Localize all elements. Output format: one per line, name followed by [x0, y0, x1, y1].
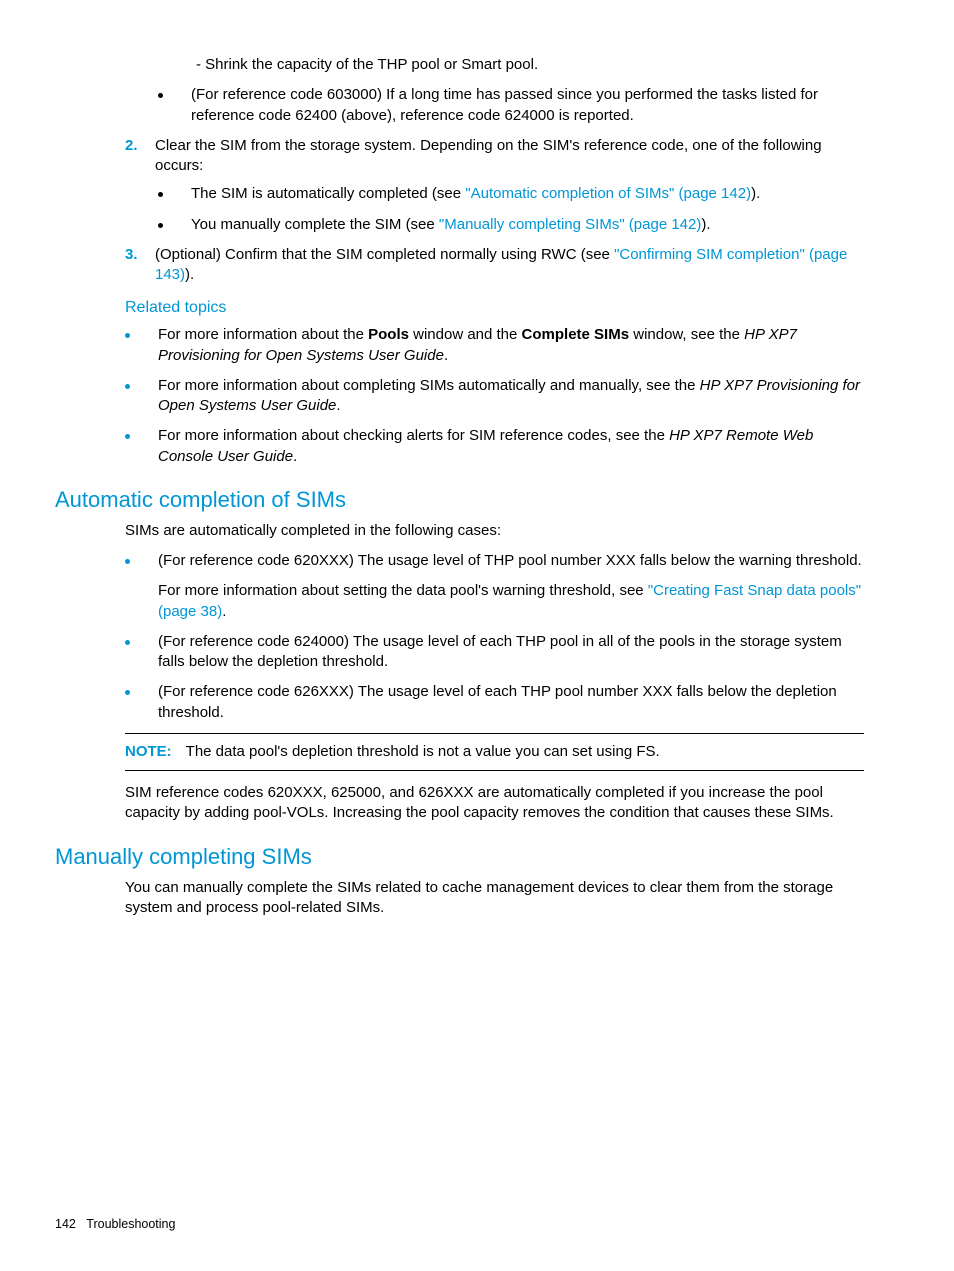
related-topics-heading: Related topics: [125, 299, 864, 317]
note-block: NOTE: The data pool's depletion threshold…: [125, 733, 864, 771]
text: (For reference code 620XXX) The usage le…: [158, 551, 864, 571]
auto-after-note: SIM reference codes 620XXX, 625000, and …: [125, 783, 864, 824]
related-item-3: For more information about checking aler…: [125, 426, 864, 467]
text: For more information about checking aler…: [158, 427, 669, 444]
bold-pools: Pools: [368, 326, 409, 343]
bold-complete-sims: Complete SIMs: [522, 326, 630, 343]
bullet-icon: [125, 333, 130, 338]
text: window and the: [409, 326, 522, 343]
page-number: 142: [55, 1217, 76, 1231]
text: For more information about completing SI…: [158, 377, 700, 394]
heading-manual-completion: Manually completing SIMs: [55, 844, 864, 870]
bullet-icon: [125, 559, 130, 564]
step-number: 3.: [125, 245, 155, 286]
text: ).: [701, 216, 710, 233]
text: ).: [751, 185, 760, 202]
step-3: 3. (Optional) Confirm that the SIM compl…: [125, 245, 864, 286]
bullet-icon: [158, 192, 163, 197]
auto-bullet-1: (For reference code 620XXX) The usage le…: [125, 551, 864, 622]
text: The SIM is automatically completed (see: [191, 185, 465, 202]
bullet-icon: [158, 223, 163, 228]
auto-intro: SIMs are automatically completed in the …: [125, 521, 864, 541]
auto-bullet-3: (For reference code 626XXX) The usage le…: [125, 682, 864, 723]
link-manual-completion[interactable]: "Manually completing SIMs" (page 142): [439, 216, 701, 233]
bullet-icon: [125, 434, 130, 439]
auto-bullet-2: (For reference code 624000) The usage le…: [125, 632, 864, 673]
bullet-ref-603000: (For reference code 603000) If a long ti…: [158, 85, 864, 126]
text: ).: [185, 266, 194, 283]
note-text: The data pool's depletion threshold is n…: [186, 743, 660, 760]
step2-sub1: The SIM is automatically completed (see …: [158, 184, 864, 204]
bullet-icon: [125, 384, 130, 389]
bullet-icon: [125, 640, 130, 645]
related-item-1: For more information about the Pools win…: [125, 325, 864, 366]
text: (Optional) Confirm that the SIM complete…: [155, 246, 614, 263]
text: window, see the: [629, 326, 744, 343]
text: .: [222, 603, 226, 620]
page-footer: 142 Troubleshooting: [55, 1217, 175, 1231]
text: .: [293, 448, 297, 465]
step-number: 2.: [125, 136, 155, 177]
manual-intro: You can manually complete the SIMs relat…: [125, 878, 864, 919]
text: You manually complete the SIM (see: [191, 216, 439, 233]
text: .: [336, 397, 340, 414]
link-auto-completion[interactable]: "Automatic completion of SIMs" (page 142…: [465, 185, 751, 202]
step-2: 2. Clear the SIM from the storage system…: [125, 136, 864, 177]
dash-item-shrink: - Shrink the capacity of the THP pool or…: [196, 55, 864, 75]
text: For more information about the: [158, 326, 368, 343]
step2-sub2: You manually complete the SIM (see "Manu…: [158, 215, 864, 235]
heading-auto-completion: Automatic completion of SIMs: [55, 487, 864, 513]
footer-section: Troubleshooting: [86, 1217, 175, 1231]
bullet-icon: [158, 93, 163, 98]
note-label: NOTE:: [125, 743, 172, 760]
text: For more information about setting the d…: [158, 582, 648, 599]
bullet-icon: [125, 690, 130, 695]
related-item-2: For more information about completing SI…: [125, 376, 864, 417]
text: .: [444, 347, 448, 364]
